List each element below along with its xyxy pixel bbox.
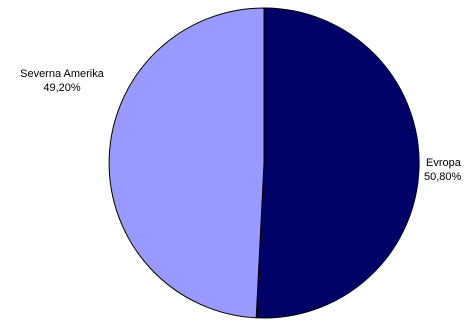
slice-label-evropa-name: Evropa [426,157,462,169]
pie-slice-evropa [255,7,420,319]
slice-label-evropa-value: 50,80% [424,171,462,183]
slice-label-severna-amerika-value: 49,20% [43,82,81,94]
pie-slice-severna-amerika [108,7,265,319]
pie-slices [108,7,420,319]
pie-labels: Evropa 50,80% Severna Amerika 49,20% [20,68,462,183]
slice-label-severna-amerika-name: Severna Amerika [20,68,105,80]
